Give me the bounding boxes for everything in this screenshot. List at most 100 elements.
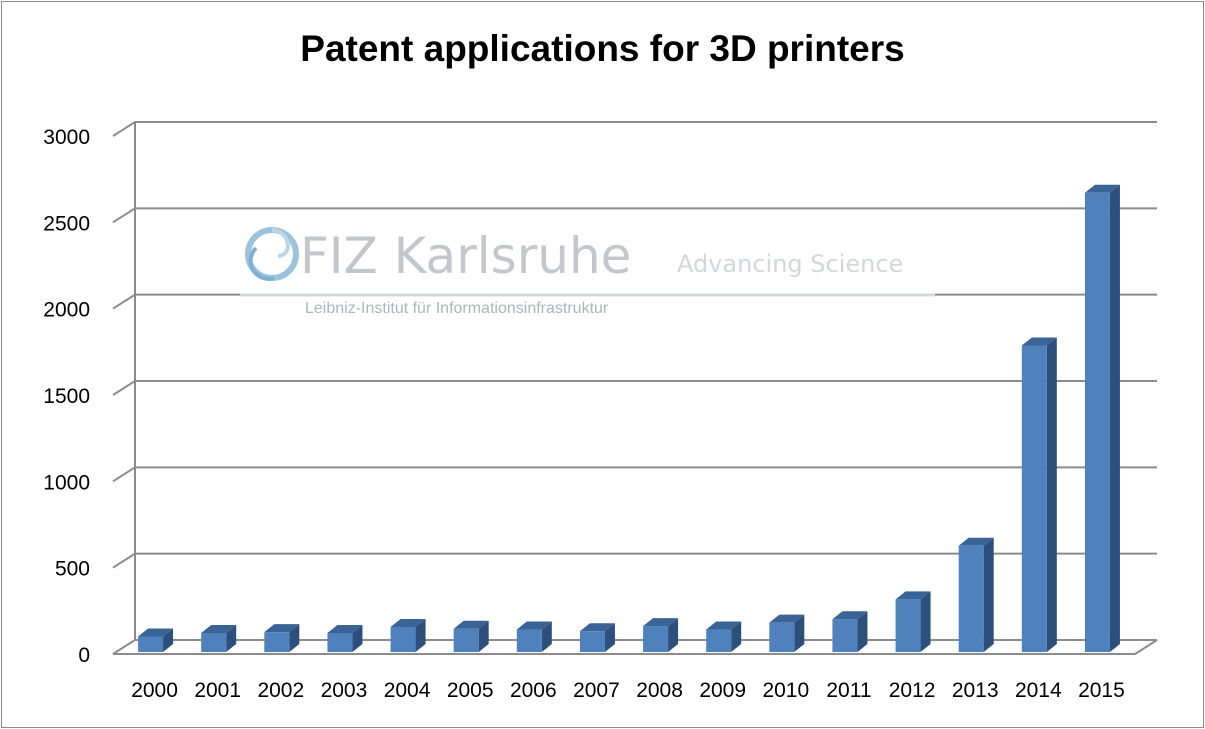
bar-side [920, 591, 931, 652]
bar-front [832, 619, 858, 652]
bar [706, 621, 742, 652]
x-tick-label: 2006 [510, 679, 557, 702]
y-tick-label: 500 [55, 558, 90, 581]
x-tick-label: 2013 [952, 679, 999, 702]
watermark-logo: FIZ Karlsruhe Leibniz-Institut für Infor… [240, 227, 935, 317]
gridline [112, 121, 1157, 137]
bar-front [1021, 345, 1047, 652]
bar-top [958, 537, 994, 546]
x-tick-label: 2005 [447, 679, 494, 702]
bar [643, 618, 679, 652]
bar-front [579, 631, 605, 652]
bar-top [643, 618, 679, 627]
bar [390, 618, 426, 652]
bar-front [958, 545, 984, 652]
bar-front [453, 628, 479, 652]
bar-side [731, 621, 742, 652]
x-tick-label: 2015 [1078, 679, 1125, 702]
x-tick-label: 2014 [1015, 679, 1062, 702]
gridline [112, 207, 1157, 224]
bar-side [415, 618, 426, 652]
bar-front [769, 622, 795, 652]
bar-side [794, 614, 805, 652]
gridline [112, 552, 1157, 569]
bar [895, 591, 931, 652]
bar-top [453, 620, 489, 629]
bar-front [1084, 192, 1110, 652]
gridline [112, 293, 1157, 310]
y-tick-label: 1000 [43, 471, 90, 494]
bar [453, 620, 489, 652]
x-tick-label: 2007 [573, 679, 620, 702]
bar-top [895, 591, 931, 600]
chart-title: Patent applications for 3D printers [300, 28, 905, 69]
x-tick-label: 2010 [762, 679, 809, 702]
bar-top [516, 621, 552, 630]
bar [327, 625, 363, 652]
bar-top [706, 621, 742, 630]
bar [138, 628, 174, 652]
bar-top [769, 614, 805, 623]
bar-top [138, 628, 174, 637]
watermark-subtitle: Leibniz-Institut für Informationsinfrast… [305, 300, 609, 317]
fiz-logo-icon [245, 227, 299, 281]
watermark-name: FIZ Karlsruhe [300, 227, 631, 285]
bar-side [226, 625, 237, 652]
x-tick-label: 2012 [889, 679, 936, 702]
y-tick-label: 0 [78, 644, 90, 667]
bar-side [604, 623, 615, 652]
bar-top [264, 624, 300, 633]
watermark-tagline: Advancing Science [677, 250, 903, 278]
bar-side [857, 611, 868, 652]
bar-side [1109, 184, 1120, 652]
bar-side [163, 628, 174, 652]
y-tick-label: 1500 [43, 385, 90, 408]
bar-side [983, 537, 994, 652]
bar-front [895, 599, 921, 652]
bar-side [1046, 337, 1057, 652]
bar-front [390, 626, 416, 652]
x-tick-label: 2011 [826, 679, 871, 702]
bar-front [516, 629, 542, 652]
bar-top [832, 611, 868, 620]
gridline [112, 466, 1157, 483]
bar [958, 537, 994, 652]
bar [264, 624, 300, 652]
y-tick-label: 3000 [43, 126, 90, 149]
bar-side [352, 625, 363, 652]
x-tick-label: 2002 [257, 679, 304, 702]
bar [201, 625, 237, 652]
bar-front [201, 633, 227, 652]
bar [1021, 337, 1057, 652]
bar-top [579, 623, 615, 632]
bar [832, 611, 868, 652]
x-tick-label: 2008 [636, 679, 683, 702]
x-axis-ticks: 2000 2001 2002 2003 2004 2005 2006 2007 2008 2009… [131, 679, 1125, 702]
bar-top [327, 625, 363, 634]
gridline [112, 380, 1157, 396]
x-tick-label: 2009 [699, 679, 746, 702]
bar-top [1021, 337, 1057, 346]
x-tick-label: 2003 [321, 679, 368, 702]
bar-front [327, 633, 353, 652]
y-tick-label: 2500 [43, 212, 90, 235]
bar-front [264, 632, 290, 652]
x-tick-label: 2000 [131, 679, 178, 702]
y-tick-label: 2000 [43, 299, 90, 322]
gridlines [112, 121, 1158, 655]
bar [1084, 184, 1120, 652]
bar-front [643, 626, 669, 652]
bar-front [138, 636, 164, 652]
x-tick-label: 2004 [384, 679, 431, 702]
x-tick-label: 2001 [194, 679, 241, 702]
bar-series [138, 184, 1120, 652]
bar-top [1084, 184, 1120, 193]
bar-top [390, 618, 426, 627]
bar-side [668, 618, 679, 652]
bar [516, 621, 552, 652]
bar [579, 623, 615, 652]
bar-top [201, 625, 237, 634]
y-axis-ticks: 0 500 1000 1500 2000 2500 3000 [43, 126, 90, 667]
bar [769, 614, 805, 652]
